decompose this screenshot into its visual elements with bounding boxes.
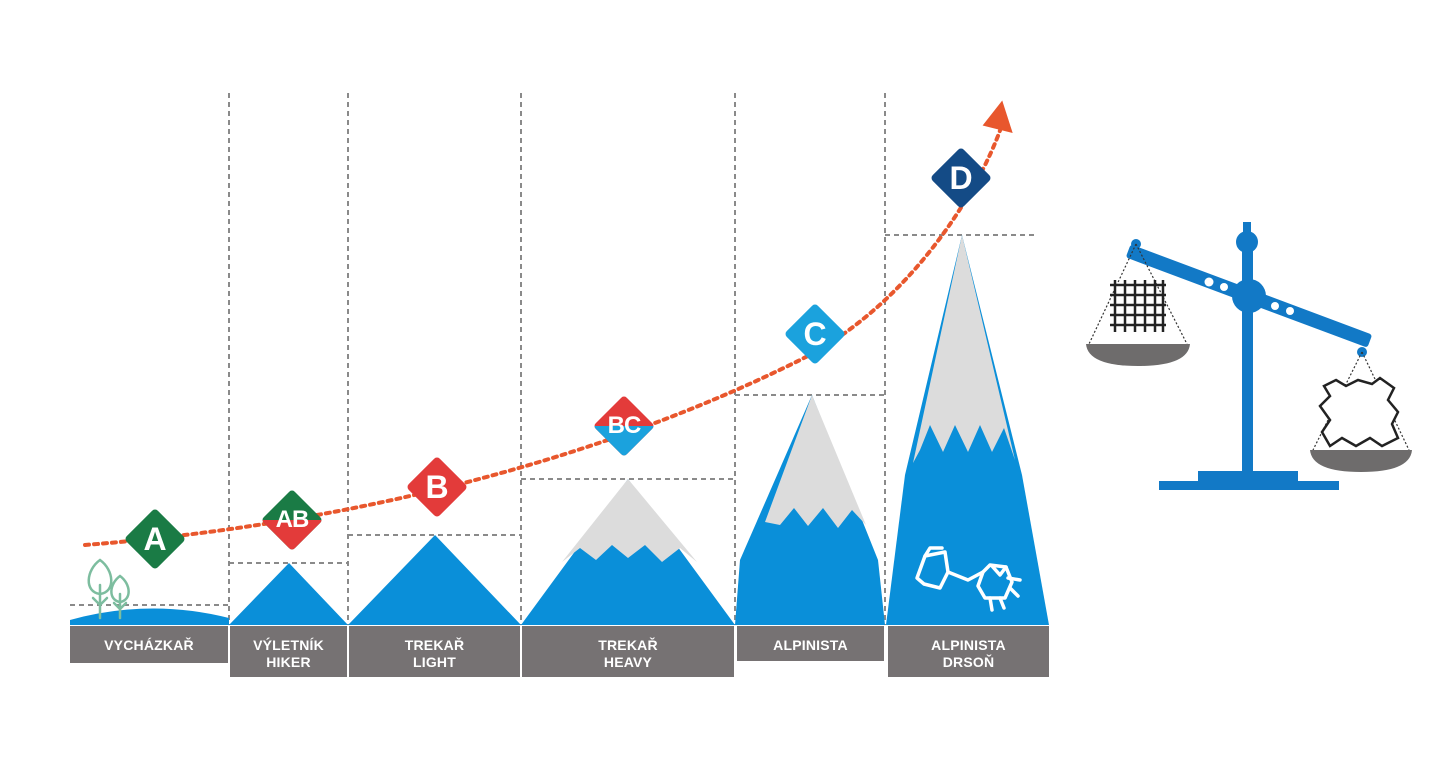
category-label-line2: HIKER: [266, 654, 311, 670]
badge-label-b: B: [425, 469, 449, 505]
category-label-alpinista-drson: ALPINISTA DRSOŇ: [888, 637, 1049, 671]
mountain-vyletnik-hiker: [229, 563, 348, 625]
category-label-line1: ALPINISTA: [931, 637, 1006, 653]
mountain-trekar-light: [348, 535, 521, 625]
badge-label-a: A: [143, 521, 167, 557]
badge-C: [785, 304, 845, 364]
category-label-trekar-heavy: TREKAŘ HEAVY: [522, 637, 734, 671]
badge-B: [407, 457, 467, 517]
badge-BC: [592, 394, 656, 458]
category-label-line1: ALPINISTA: [773, 637, 848, 653]
category-label-alpinista: ALPINISTA: [737, 637, 884, 654]
crampon-icon: [915, 546, 1022, 612]
mountain-vychazkar: [70, 608, 229, 625]
category-label-vychazkar: VYCHÁZKAŘ: [70, 637, 228, 654]
category-label-line2: DRSOŇ: [942, 654, 995, 670]
badge-label-d: D: [949, 160, 973, 196]
category-label-line1: TREKAŘ: [404, 637, 465, 653]
right-pan: [1310, 450, 1412, 472]
left-pan: [1086, 344, 1190, 366]
badge-label-ab: AB: [275, 506, 310, 533]
peak-level-lines: [70, 234, 1035, 606]
category-label-vyletnik-hiker: VÝLETNÍK HIKER: [230, 637, 347, 671]
arrow-head-icon: [982, 100, 1013, 134]
category-label-line1: TREKAŘ: [598, 637, 658, 653]
badge-AB: [260, 488, 324, 552]
badge-label-bc: BC: [607, 412, 642, 439]
label-bars: [70, 626, 1049, 677]
fabric-icon: [1110, 280, 1166, 332]
category-label-trekar-light: TREKAŘ LIGHT: [349, 637, 520, 671]
category-label-line1: VÝLETNÍK: [253, 637, 324, 653]
badge-A: [125, 509, 185, 569]
snowcap-trekar-heavy: [562, 479, 697, 562]
category-label-line2: HEAVY: [603, 654, 653, 670]
badge-D: [931, 148, 991, 208]
badge-label-c: C: [803, 316, 827, 352]
column-separators: [228, 93, 886, 625]
category-label-line2: LIGHT: [413, 654, 456, 670]
leather-icon: [1318, 376, 1400, 448]
progression-curve: [83, 113, 1007, 547]
tree-icon: [87, 558, 130, 620]
snowcap-alpinista: [765, 395, 866, 528]
balance-scale-icon: [1086, 222, 1412, 490]
snowcap-alpinista-drson: [913, 235, 1015, 463]
mountains: [70, 235, 1049, 625]
category-label-line1: VYCHÁZKAŘ: [104, 637, 194, 653]
